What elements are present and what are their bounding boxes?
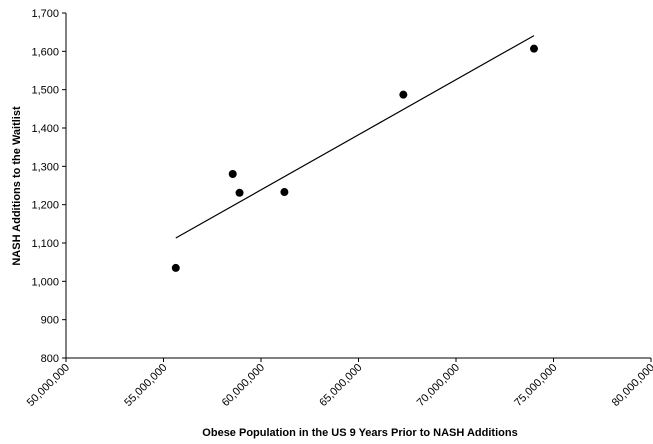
x-tick-label: 60,000,000 [220,362,267,409]
y-tick-label: 900 [41,315,59,327]
x-tick-label: 50,000,000 [25,362,72,409]
data-point [530,44,538,53]
data-point [171,263,180,272]
x-tick-label: 75,000,000 [512,362,559,409]
y-tick-label: 1,200 [31,200,59,212]
data-point [235,188,244,197]
y-tick-label: 1,300 [31,161,59,173]
data-point [399,90,408,99]
y-tick-label: 1,400 [31,123,59,135]
data-point [228,170,237,178]
x-axis-title: Obese Population in the US 9 Years Prior… [202,427,517,439]
y-axis-title: NASH Additions to the Waitlist [11,106,23,266]
trendline [175,35,535,239]
x-tick-label: 65,000,000 [317,362,364,409]
x-tick-label: 70,000,000 [415,362,462,409]
y-tick-label: 1,700 [31,8,59,20]
y-tick-label: 1,600 [31,46,59,58]
y-tick-label: 1,100 [31,238,59,250]
y-tick-label: 800 [41,353,59,365]
x-tick-label: 55,000,000 [122,362,169,409]
x-tick-label: 80,000,000 [610,362,653,409]
y-tick-label: 1,000 [31,276,59,288]
y-tick-label: 1,500 [31,85,59,97]
data-point [280,188,289,197]
